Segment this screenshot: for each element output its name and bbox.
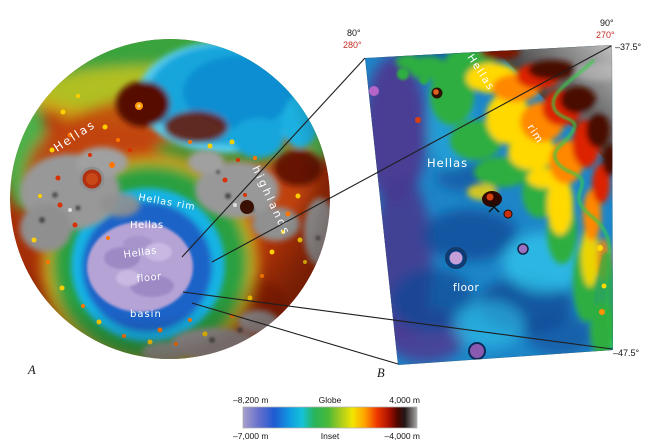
colorbar-globe-max: 4,000 m: [389, 395, 420, 405]
globe-label-basin: basin: [130, 309, 162, 320]
leader-lines: [181, 45, 613, 365]
colorbar-inset-title: Inset: [321, 431, 340, 441]
panel-a-label: A: [27, 363, 36, 377]
colorbar: –8,200 m Globe 4,000 m –7,000 m Inset –4…: [233, 395, 420, 441]
mars-globe: Hellas highlands Hellas rim Hellas Hella…: [10, 39, 330, 377]
inset-coord-lat-top: –37.5°: [615, 42, 642, 52]
colorbar-globe-title: Globe: [319, 395, 342, 405]
inset-coord-lon-90: 90°: [600, 18, 614, 28]
inset-label-hellas: Hellas: [427, 156, 468, 170]
leader-line-bottom-left: [191, 302, 399, 365]
globe-label-hellas-ring: Hellas: [130, 220, 164, 231]
inset-coord-lon-280: 280°: [343, 40, 362, 50]
inset-label-floor: floor: [453, 282, 479, 294]
colorbar-gradient: [242, 406, 418, 429]
globe-label-floor: floor: [136, 271, 163, 285]
leader-line-top-right: [211, 45, 612, 263]
colorbar-inset-min: –7,000 m: [233, 431, 268, 441]
inset-coord-lon-80: 80°: [347, 28, 361, 38]
panel-b-label: B: [377, 366, 385, 380]
colorbar-inset-max: –4,000 m: [385, 431, 420, 441]
inset-coord-lon-270: 270°: [596, 30, 615, 40]
globe-label-hellas-floor-word: Hellas: [123, 245, 158, 261]
inset-coord-lat-bottom: –47.5°: [613, 348, 640, 358]
leader-line-top-left: [181, 57, 366, 258]
leader-line-bottom-right: [182, 291, 613, 350]
inset-map: [365, 45, 613, 365]
colorbar-globe-min: –8,200 m: [233, 395, 268, 405]
